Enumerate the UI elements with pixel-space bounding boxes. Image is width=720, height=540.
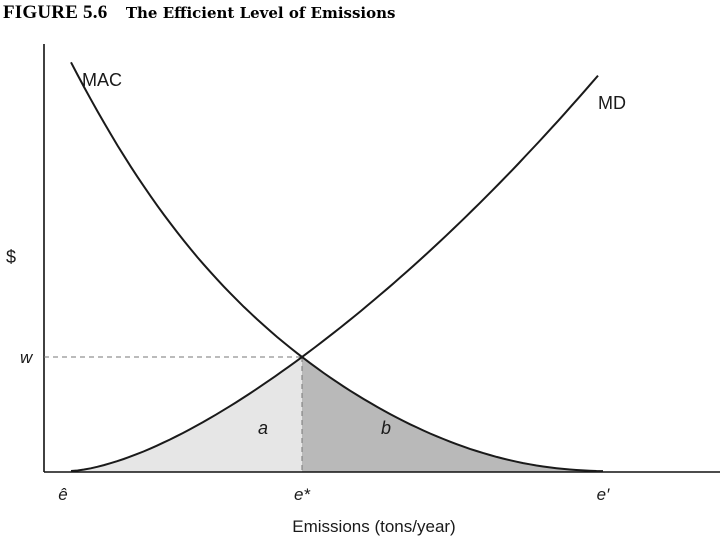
figure-number: FIGURE 5.6: [3, 2, 108, 23]
x-tick-e-star: e*: [294, 485, 311, 504]
area-b-region: [302, 357, 603, 472]
figure-title: The Efficient Level of Emissions: [125, 4, 396, 22]
area-b-label: b: [381, 418, 391, 438]
area-a-label: a: [258, 418, 268, 438]
area-a-region: [71, 357, 302, 472]
y-axis-label: $: [6, 247, 16, 267]
y-tick-w: w: [20, 348, 34, 367]
mac-series-label: MAC: [82, 70, 122, 90]
x-axis-label: Emissions (tons/year): [292, 517, 455, 536]
md-curve: [70, 74, 599, 472]
x-tick-e-hat: ê: [58, 485, 67, 504]
md-series-label: MD: [598, 93, 626, 113]
mac-curve: [70, 61, 604, 473]
figure-heading: FIGURE 5.6 The Efficient Level of Emissi…: [3, 2, 395, 24]
x-tick-e-prime: e′: [597, 485, 610, 504]
